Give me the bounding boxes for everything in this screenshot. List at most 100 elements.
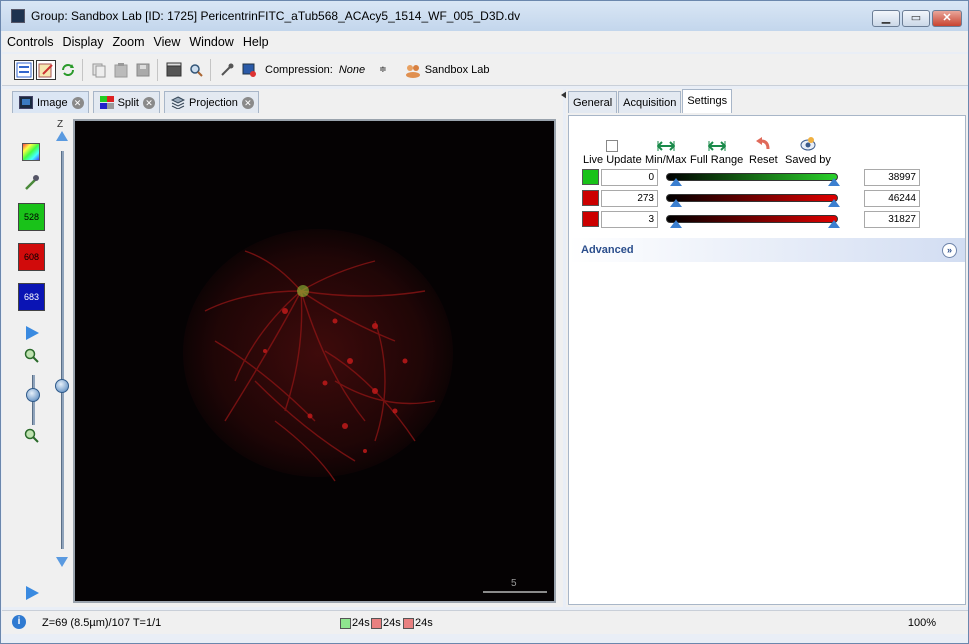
- minmax-label: Min/Max: [645, 154, 687, 166]
- full-range-icon: [707, 141, 726, 151]
- zoom-slider-knob[interactable]: [26, 388, 40, 402]
- channel-time-label: 24s: [383, 617, 401, 629]
- channel-max-input[interactable]: 31827: [864, 211, 920, 228]
- close-button[interactable]: ✕: [932, 10, 962, 27]
- saved-by-button[interactable]: Saved by: [785, 134, 831, 166]
- z-slider-track[interactable]: [61, 151, 64, 549]
- tab-general[interactable]: General: [568, 91, 618, 113]
- channel-time-3: 24s: [403, 617, 433, 629]
- tab-acquisition[interactable]: Acquisition: [618, 91, 682, 113]
- play-z-icon[interactable]: [24, 585, 40, 601]
- play-icon[interactable]: [24, 325, 40, 341]
- menu-view[interactable]: View: [153, 34, 181, 49]
- zoom-level: 100%: [907, 617, 936, 629]
- window-controls: ▁ ▭ ✕: [872, 10, 962, 27]
- z-up-icon[interactable]: [56, 131, 68, 141]
- expand-chevron-icon[interactable]: »: [942, 243, 957, 258]
- app-icon: [11, 9, 25, 23]
- channel-range-slider[interactable]: [666, 215, 838, 223]
- reset-icon: [756, 137, 770, 150]
- zoom-in-icon[interactable]: [23, 347, 41, 365]
- image-canvas[interactable]: 5: [73, 119, 556, 603]
- viewer-tools: 528 608 683: [14, 117, 50, 605]
- refresh-icon[interactable]: [58, 60, 78, 80]
- tab-image[interactable]: Image ✕: [12, 91, 89, 113]
- microtubule-image: [204, 250, 436, 482]
- compression-value[interactable]: None: [338, 63, 366, 76]
- toolbar: Compression: None ≑ Sandbox Lab: [2, 54, 968, 86]
- tab-projection[interactable]: Projection ✕: [163, 91, 259, 113]
- close-tab-icon[interactable]: ✕: [71, 96, 84, 109]
- paste-icon[interactable]: [111, 60, 131, 80]
- close-tab-icon[interactable]: ✕: [142, 96, 155, 109]
- live-update-checkbox[interactable]: [606, 140, 619, 152]
- color-palette-icon[interactable]: [22, 143, 40, 161]
- full-range-button[interactable]: Full Range: [690, 134, 743, 166]
- range-start-thumb[interactable]: [670, 199, 682, 207]
- menu-window[interactable]: Window: [189, 34, 234, 49]
- menu-help[interactable]: Help: [242, 34, 269, 49]
- image-icon: [19, 96, 33, 109]
- range-start-thumb[interactable]: [670, 220, 682, 228]
- channel-min-input[interactable]: 273: [601, 190, 658, 207]
- copy-icon[interactable]: [89, 60, 109, 80]
- channel-range-slider[interactable]: [666, 194, 838, 202]
- channel-color-swatch[interactable]: [582, 211, 599, 227]
- channel-time-swatch: [403, 617, 414, 629]
- saved-by-label: Saved by: [785, 154, 831, 166]
- live-update-control[interactable]: Live Update: [583, 134, 642, 166]
- channel-min-input[interactable]: 3: [601, 211, 658, 228]
- export-image-icon[interactable]: [239, 60, 259, 80]
- channel-color-swatch[interactable]: [582, 169, 599, 185]
- splitter-arrow-icon[interactable]: [561, 91, 567, 99]
- channel-max-input[interactable]: 46244: [864, 190, 920, 207]
- scale-bar: [483, 591, 547, 593]
- group-label[interactable]: Sandbox Lab: [424, 63, 490, 76]
- tab-settings[interactable]: Settings: [682, 89, 733, 113]
- zoom-out-icon[interactable]: [23, 427, 41, 445]
- group-users-icon[interactable]: [403, 60, 423, 80]
- range-end-thumb[interactable]: [828, 220, 840, 228]
- z-down-icon[interactable]: [56, 557, 68, 567]
- menu-controls[interactable]: Controls: [7, 34, 54, 49]
- compression-spinner-icon[interactable]: ≑: [379, 64, 387, 74]
- magnifier-icon[interactable]: [186, 60, 206, 80]
- range-start-thumb[interactable]: [670, 178, 682, 186]
- close-tab-icon[interactable]: ✕: [241, 96, 254, 109]
- channel-683-button[interactable]: 683: [18, 283, 45, 311]
- channel-min-input[interactable]: 0: [601, 169, 658, 186]
- show-controls-icon[interactable]: [14, 59, 34, 80]
- tab-split[interactable]: Split ✕: [92, 91, 160, 113]
- info-icon[interactable]: i: [12, 615, 26, 629]
- scale-bar-label: 5: [511, 578, 517, 589]
- tab-image-label: Image: [37, 96, 68, 109]
- channel-max-input[interactable]: 38997: [864, 169, 920, 186]
- channel-time-label: 24s: [415, 617, 433, 629]
- channel-608-button[interactable]: 608: [18, 243, 45, 271]
- range-end-thumb[interactable]: [828, 178, 840, 186]
- menu-display[interactable]: Display: [62, 34, 104, 49]
- viewer-tabs: Image ✕ Split ✕ Projection ✕: [12, 91, 263, 113]
- minimize-button[interactable]: ▁: [872, 10, 900, 27]
- channel-time-1: 24s: [340, 617, 370, 629]
- menu-bar: Controls Display Zoom View Window Help: [2, 31, 968, 52]
- eyedropper-icon[interactable]: [23, 173, 41, 191]
- full-range-label: Full Range: [690, 154, 744, 166]
- advanced-section-header[interactable]: Advanced »: [569, 238, 965, 262]
- tab-projection-label: Projection: [188, 96, 238, 109]
- channel-color-swatch[interactable]: [582, 190, 599, 206]
- maximize-button[interactable]: ▭: [902, 10, 930, 27]
- save-icon[interactable]: [133, 60, 153, 80]
- edit-annotations-icon[interactable]: [36, 59, 56, 80]
- pipette-icon[interactable]: [217, 60, 237, 80]
- live-update-label: Live Update: [583, 154, 642, 166]
- menu-zoom[interactable]: Zoom: [112, 34, 145, 49]
- settings-pane: General Acquisition Settings Live Update…: [566, 89, 968, 607]
- channel-range-slider[interactable]: [666, 173, 838, 181]
- z-slider-knob[interactable]: [55, 379, 69, 393]
- minmax-button[interactable]: Min/Max: [645, 134, 687, 166]
- channel-528-button[interactable]: 528: [18, 203, 45, 231]
- reset-button[interactable]: Reset: [749, 134, 778, 166]
- movie-icon[interactable]: [164, 60, 184, 80]
- range-end-thumb[interactable]: [828, 199, 840, 207]
